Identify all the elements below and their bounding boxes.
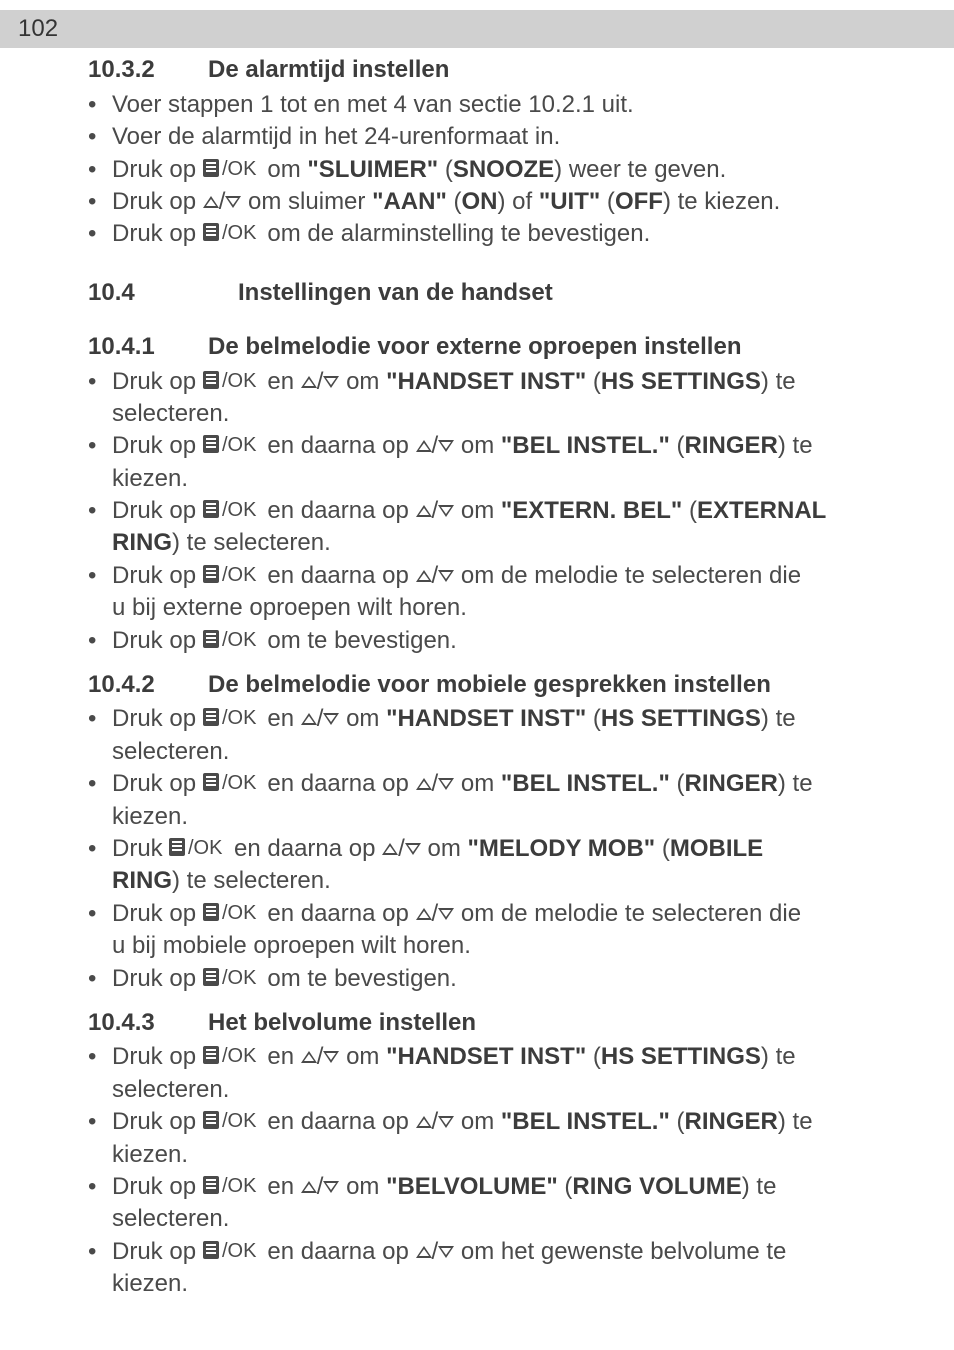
list-item: Druk op en / om "HANDSET INST" (HS SETTI…	[88, 366, 899, 398]
list-item-cont: u bij externe oproepen wilt horen.	[88, 592, 899, 624]
down-icon	[438, 570, 454, 582]
list-item: Druk op en daarna op / om de melodie te …	[88, 560, 899, 592]
list-item: Druk op en / om "HANDSET INST" (HS SETTI…	[88, 703, 899, 735]
up-icon	[203, 196, 219, 208]
list-item-cont: selecteren.	[88, 736, 899, 768]
up-icon	[416, 505, 432, 517]
list-item: Druk op en / om "BELVOLUME" (RING VOLUME…	[88, 1171, 899, 1203]
page-header: 102	[0, 10, 954, 48]
menu-ok-icon	[203, 629, 261, 651]
list-item: Druk op en daarna op / om "BEL INSTEL." …	[88, 768, 899, 800]
list-10-4-3: Druk op en / om "HANDSET INST" (HS SETTI…	[88, 1041, 899, 1300]
menu-ok-icon	[203, 370, 261, 392]
list-10-4-1: Druk op en / om "HANDSET INST" (HS SETTI…	[88, 366, 899, 658]
heading-10-4-1: 10.4.1De belmelodie voor externe oproepe…	[88, 331, 899, 363]
list-item: Druk op en / om "HANDSET INST" (HS SETTI…	[88, 1041, 899, 1073]
menu-ok-icon	[203, 902, 261, 924]
menu-ok-icon	[203, 499, 261, 521]
list-item: Druk op en daarna op / om het gewenste b…	[88, 1236, 899, 1268]
section-title: Instellingen van de handset	[238, 279, 553, 306]
down-icon	[438, 1116, 454, 1128]
menu-ok-icon	[203, 1110, 261, 1132]
menu-ok-icon	[203, 772, 261, 794]
list-10-4-2: Druk op en / om "HANDSET INST" (HS SETTI…	[88, 703, 899, 995]
menu-ok-icon	[203, 1175, 261, 1197]
list-item: Druk op om te bevestigen.	[88, 963, 899, 995]
list-item-cont: kiezen.	[88, 463, 899, 495]
menu-ok-icon	[203, 1045, 261, 1067]
up-icon	[301, 1181, 317, 1193]
menu-ok-icon	[203, 222, 261, 244]
section-number: 10.4	[88, 277, 238, 309]
section-title: De belmelodie voor externe oproepen inst…	[208, 333, 741, 360]
list-item-cont: kiezen.	[88, 1268, 899, 1300]
down-icon	[438, 778, 454, 790]
down-icon	[438, 1246, 454, 1258]
heading-10-4-3: 10.4.3Het belvolume instellen	[88, 1007, 899, 1039]
down-icon	[225, 196, 241, 208]
section-number: 10.3.2	[88, 54, 208, 86]
list-item: Druk op / om sluimer "AAN" (ON) of "UIT"…	[88, 186, 899, 218]
menu-ok-icon	[203, 707, 261, 729]
up-icon	[416, 908, 432, 920]
section-number: 10.4.2	[88, 669, 208, 701]
page-number: 102	[18, 15, 58, 42]
down-icon	[438, 505, 454, 517]
down-icon	[405, 843, 421, 855]
heading-10-4: 10.4Instellingen van de handset	[88, 277, 899, 309]
list-item: Druk op om de alarminstelling te bevesti…	[88, 218, 899, 250]
list-item: Druk en daarna op / om "MELODY MOB" (MOB…	[88, 833, 899, 865]
down-icon	[323, 713, 339, 725]
down-icon	[323, 1051, 339, 1063]
up-icon	[301, 376, 317, 388]
up-icon	[416, 440, 432, 452]
list-item: Druk op om te bevestigen.	[88, 625, 899, 657]
menu-ok-icon	[203, 1240, 261, 1262]
heading-10-4-2: 10.4.2De belmelodie voor mobiele gesprek…	[88, 669, 899, 701]
section-title: Het belvolume instellen	[208, 1009, 476, 1036]
list-item: Voer de alarmtijd in het 24-urenformaat …	[88, 121, 899, 153]
up-icon	[301, 713, 317, 725]
section-title: De alarmtijd instellen	[208, 56, 449, 83]
list-item-cont: kiezen.	[88, 801, 899, 833]
list-item: Druk op om "SLUIMER" (SNOOZE) weer te ge…	[88, 154, 899, 186]
list-item-cont: selecteren.	[88, 398, 899, 430]
section-number: 10.4.3	[88, 1007, 208, 1039]
menu-ok-icon	[203, 434, 261, 456]
list-item: Druk op en daarna op / om "BEL INSTEL." …	[88, 430, 899, 462]
list-item-cont: selecteren.	[88, 1074, 899, 1106]
up-icon	[382, 843, 398, 855]
manual-page: 102 10.3.2De alarmtijd instellen Voer st…	[0, 0, 954, 1340]
list-item: Druk op en daarna op / om "EXTERN. BEL" …	[88, 495, 899, 527]
list-item-cont: RING) te selecteren.	[88, 865, 899, 897]
list-item: Druk op en daarna op / om "BEL INSTEL." …	[88, 1106, 899, 1138]
list-item: Voer stappen 1 tot en met 4 van sectie 1…	[88, 89, 899, 121]
down-icon	[323, 1181, 339, 1193]
up-icon	[416, 570, 432, 582]
up-icon	[416, 1116, 432, 1128]
up-icon	[301, 1051, 317, 1063]
section-number: 10.4.1	[88, 331, 208, 363]
down-icon	[438, 908, 454, 920]
list-item-cont: u bij mobiele oproepen wilt horen.	[88, 930, 899, 962]
list-item-cont: selecteren.	[88, 1203, 899, 1235]
up-icon	[416, 1246, 432, 1258]
menu-ok-icon	[203, 158, 261, 180]
list-10-3-2: Voer stappen 1 tot en met 4 van sectie 1…	[88, 89, 899, 251]
list-item: Druk op en daarna op / om de melodie te …	[88, 898, 899, 930]
section-title: De belmelodie voor mobiele gesprekken in…	[208, 671, 771, 698]
up-icon	[416, 778, 432, 790]
heading-10-3-2: 10.3.2De alarmtijd instellen	[88, 54, 899, 86]
list-item-cont: kiezen.	[88, 1139, 899, 1171]
down-icon	[323, 376, 339, 388]
menu-ok-icon	[203, 564, 261, 586]
menu-ok-icon	[203, 967, 261, 989]
list-item-cont: RING) te selecteren.	[88, 527, 899, 559]
down-icon	[438, 440, 454, 452]
menu-ok-icon	[169, 837, 227, 859]
